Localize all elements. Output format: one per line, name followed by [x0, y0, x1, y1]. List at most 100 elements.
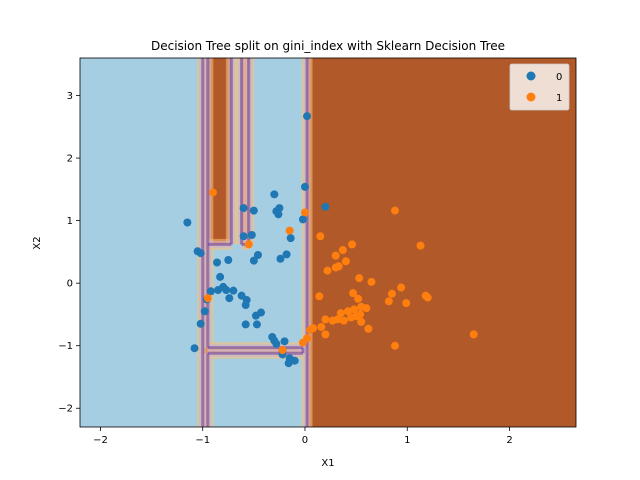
data-point-class-1	[285, 226, 294, 235]
data-point-class-0	[200, 307, 209, 316]
data-point-class-1	[349, 289, 358, 298]
data-point-class-1	[321, 315, 330, 324]
data-point-class-1	[364, 324, 373, 333]
data-point-class-1	[298, 338, 307, 347]
data-point-class-1	[397, 283, 406, 292]
data-point-class-0	[196, 249, 205, 258]
data-point-class-0	[272, 339, 281, 348]
data-point-class-0	[225, 294, 234, 303]
x-axis-ticks: −2 −1 0 1 2	[93, 427, 513, 446]
legend-label-1: 1	[556, 93, 562, 104]
data-point-class-1	[331, 263, 340, 272]
data-point-class-0	[196, 319, 205, 328]
y-tick-label: −1	[58, 341, 73, 352]
data-point-class-0	[247, 230, 256, 239]
data-point-class-0	[214, 286, 223, 295]
region-class-1	[307, 58, 576, 427]
region-class-1	[207, 58, 232, 245]
data-point-class-1	[387, 289, 396, 298]
data-point-class-0	[249, 206, 258, 215]
data-point-class-1	[362, 304, 371, 313]
data-point-class-1	[316, 232, 325, 241]
scatter-points	[183, 112, 478, 368]
y-tick-label: 0	[67, 279, 73, 290]
data-point-class-1	[317, 322, 326, 331]
data-point-class-1	[357, 317, 366, 326]
data-point-class-1	[203, 294, 212, 303]
legend: 01	[509, 63, 570, 111]
data-point-class-0	[222, 286, 231, 295]
data-point-class-0	[298, 215, 307, 224]
y-tick-label: 1	[67, 216, 73, 227]
data-point-class-1	[423, 293, 432, 302]
data-point-class-0	[286, 234, 295, 243]
data-point-class-1	[390, 341, 399, 350]
data-point-class-1	[306, 326, 315, 335]
data-point-class-1	[469, 330, 478, 339]
data-point-class-1	[331, 251, 340, 260]
data-point-class-0	[252, 320, 261, 329]
y-tick-label: 3	[67, 91, 73, 102]
data-point-class-0	[241, 301, 250, 310]
data-point-class-0	[239, 232, 248, 241]
data-point-class-1	[338, 246, 347, 255]
data-point-class-1	[321, 330, 330, 339]
data-point-class-1	[390, 206, 399, 215]
decision-regions	[80, 58, 576, 427]
data-point-class-0	[280, 337, 289, 346]
y-axis-label: X2	[32, 236, 43, 249]
data-point-class-0	[282, 250, 291, 259]
data-point-class-0	[300, 182, 309, 191]
data-point-class-1	[323, 266, 332, 275]
data-point-class-1	[402, 299, 411, 308]
data-point-class-1	[315, 292, 324, 301]
x-axis-label: X1	[321, 458, 334, 469]
data-point-class-0	[303, 112, 312, 121]
legend-marker-1	[526, 92, 536, 102]
chart-title: Decision Tree split on gini_index with S…	[151, 39, 505, 53]
data-point-class-0	[249, 256, 258, 265]
data-point-class-0	[275, 204, 284, 213]
data-point-class-0	[183, 218, 192, 227]
data-point-class-1	[348, 240, 357, 249]
data-point-class-1	[278, 346, 287, 355]
data-point-class-0	[290, 356, 299, 365]
data-point-class-0	[284, 359, 293, 368]
data-point-class-0	[216, 272, 225, 281]
data-point-class-1	[343, 307, 352, 316]
y-axis-ticks: −2 −1 0 1 2 3	[58, 91, 80, 415]
data-point-class-1	[208, 188, 217, 197]
legend-marker-0	[526, 71, 536, 81]
decision-boundaries	[197, 58, 313, 427]
legend-label-0: 0	[556, 72, 562, 83]
x-tick-label: 0	[302, 435, 308, 446]
data-point-class-0	[241, 320, 250, 329]
plot-area	[80, 58, 576, 427]
x-tick-label: 1	[404, 435, 410, 446]
data-point-class-0	[274, 210, 283, 219]
data-point-class-0	[229, 286, 238, 295]
data-point-class-0	[190, 344, 199, 353]
x-tick-label: 2	[506, 435, 512, 446]
data-point-class-0	[239, 204, 248, 213]
y-tick-label: 2	[67, 154, 73, 165]
data-point-class-1	[354, 294, 363, 303]
y-tick-label: −2	[58, 404, 73, 415]
data-point-class-1	[384, 297, 393, 306]
data-point-class-0	[321, 202, 330, 211]
data-point-class-0	[276, 254, 285, 263]
legend-box	[509, 63, 570, 111]
data-point-class-0	[206, 287, 215, 296]
x-tick-label: −2	[93, 435, 108, 446]
plot-frame	[79, 57, 577, 428]
data-point-class-1	[341, 257, 350, 266]
data-point-class-1	[350, 305, 359, 314]
data-point-class-1	[244, 240, 253, 249]
data-point-class-0	[253, 251, 262, 260]
data-point-class-0	[270, 190, 279, 199]
data-point-class-0	[224, 256, 233, 265]
x-tick-label: −1	[195, 435, 210, 446]
data-point-class-0	[213, 258, 222, 267]
data-point-class-1	[367, 277, 376, 286]
